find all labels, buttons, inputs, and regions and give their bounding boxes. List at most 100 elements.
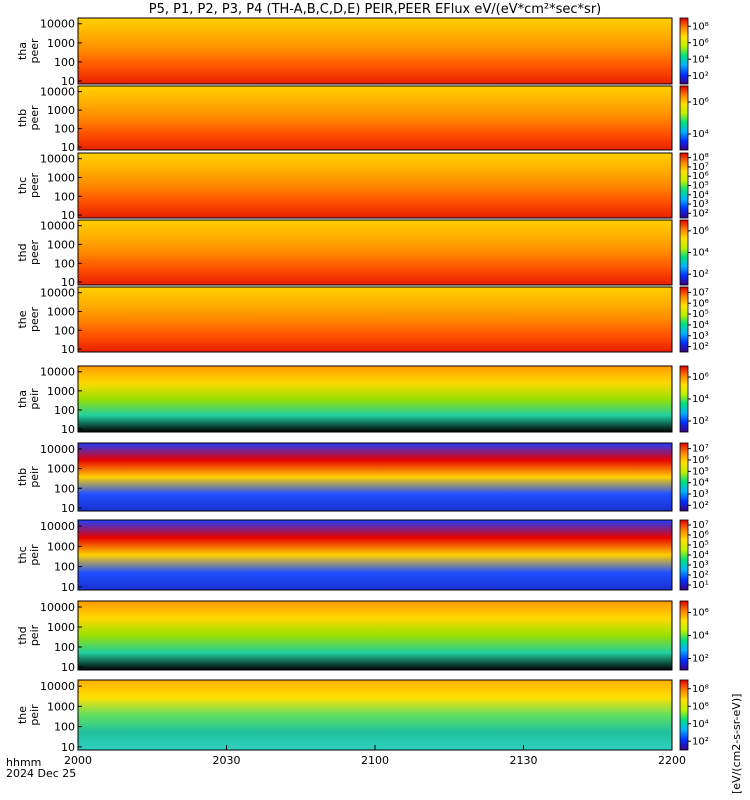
panel-species-label: peir <box>28 704 41 726</box>
panel-thc-peir: 10 100 1000 10000 thc peir 10¹10²10³10⁴10⁵10⁶1… <box>16 519 709 594</box>
y-tick-label: 10 <box>61 423 75 436</box>
colorbar-tick-label: 10⁸ <box>692 684 709 695</box>
colorbar <box>679 600 689 671</box>
panel-species-label: peir <box>28 388 41 410</box>
y-tick-label: 100 <box>54 482 75 495</box>
x-tick-label: 2200 <box>658 754 686 767</box>
colorbar-tick-label: 10⁷ <box>692 520 709 531</box>
colorbar-tick-label: 10² <box>692 71 709 82</box>
panel-frame <box>77 519 673 591</box>
colorbar-tick-label: 10⁴ <box>692 190 709 201</box>
panel-species-label: peir <box>28 624 41 646</box>
y-tick-label: 1000 <box>47 540 75 553</box>
colorbar-tick-label: 10² <box>692 736 709 747</box>
colorbar-tick-label: 10³ <box>692 331 709 342</box>
y-tick-label: 10 <box>61 741 75 754</box>
panel-the-peir: 10 100 1000 10000 the peir 10² 10⁴ 10⁶ 10⁸ <box>16 679 709 754</box>
panel-frame <box>77 365 673 433</box>
colorbar-tick-label: 10⁸ <box>692 21 709 32</box>
panel-frame <box>77 286 673 353</box>
panel-thc-peer: 10 100 1000 10000 thc peer 10²10³10⁴10⁵10⁶10⁷1… <box>16 152 709 222</box>
x-tick-label: 2100 <box>361 754 389 767</box>
y-tick-label: 1000 <box>47 305 75 318</box>
panel-probe-label: thb <box>16 109 29 127</box>
colorbar-tick-label: 10⁶ <box>692 372 709 383</box>
spectrogram-image <box>78 153 672 218</box>
panel-probe-label: tha <box>16 42 29 60</box>
y-tick-label: 100 <box>54 721 75 734</box>
y-tick-label: 1000 <box>47 385 75 398</box>
colorbar-tick-label: 10⁵ <box>692 540 709 551</box>
y-tick-label: 1000 <box>47 621 75 634</box>
colorbar-tick-label: 10³ <box>692 489 709 500</box>
spectrogram-image <box>78 366 672 432</box>
panel-species-label: peer <box>28 240 41 266</box>
y-tick-label: 10 <box>61 75 75 88</box>
colorbar-tick-label: 10² <box>692 654 709 665</box>
y-tick-label: 10 <box>61 343 75 356</box>
panel-probe-label: thd <box>16 243 29 261</box>
x-tick-label: 2130 <box>510 754 538 767</box>
y-tick-label: 1000 <box>47 104 75 117</box>
spectrogram-image <box>78 86 672 150</box>
colorbar-tick-label: 10⁶ <box>692 455 709 466</box>
y-tick-label: 10000 <box>40 443 75 456</box>
y-tick-label: 100 <box>54 257 75 270</box>
panel-probe-label: thd <box>16 626 29 644</box>
panel-frame <box>77 85 673 151</box>
colorbar-tick-label: 10³ <box>692 199 709 210</box>
panel-thd-peir: 10 100 1000 10000 thd peir 10² 10⁴ 10⁶ <box>16 600 709 674</box>
colorbar-tick-label: 10³ <box>692 560 709 571</box>
spectrogram-image <box>78 443 672 511</box>
panel-species-label: peir <box>28 466 41 488</box>
y-tick-label: 100 <box>54 404 75 417</box>
spectrogram-image <box>78 18 672 84</box>
spectrogram-image <box>78 520 672 590</box>
panel-thb-peer: 10 100 1000 10000 thb peer 10⁴ 10⁶ <box>16 85 709 154</box>
y-tick-label: 10000 <box>40 153 75 166</box>
colorbar-tick-label: 10² <box>692 342 709 353</box>
colorbar-tick-label: 10⁴ <box>692 320 709 331</box>
y-tick-label: 10 <box>61 502 75 515</box>
colorbar-tick-label: 10² <box>692 500 709 511</box>
colorbar <box>679 679 689 751</box>
colorbar-tick-label: 10² <box>692 208 709 219</box>
y-tick-label: 10 <box>61 581 75 594</box>
panel-probe-label: thc <box>16 546 29 563</box>
colorbar-tick-label: 10⁷ <box>692 287 709 298</box>
x-axis-unit-label: hhmm <box>6 756 42 769</box>
y-tick-label: 100 <box>54 56 75 69</box>
colorbar-tick-label: 10⁴ <box>692 394 709 405</box>
panel-species-label: peer <box>28 105 41 131</box>
y-tick-label: 10000 <box>40 18 75 31</box>
spectrogram-image <box>78 680 672 750</box>
colorbar-tick-label: 10⁶ <box>692 530 709 541</box>
y-tick-label: 10 <box>61 141 75 154</box>
colorbar <box>679 442 689 512</box>
panel-species-label: peer <box>28 38 41 64</box>
y-tick-label: 10000 <box>40 366 75 379</box>
spectrogram-image <box>78 220 672 285</box>
colorbar-tick-label: 10⁵ <box>692 466 709 477</box>
spectrogram-image <box>78 287 672 352</box>
colorbar-tick-label: 10⁵ <box>692 309 709 320</box>
y-tick-label: 10 <box>61 209 75 222</box>
colorbar-tick-label: 10⁸ <box>692 153 709 164</box>
colorbar-tick-label: 10⁶ <box>692 298 709 309</box>
colorbar-tick-label: 10⁷ <box>692 162 709 173</box>
colorbar-tick-label: 10² <box>692 416 709 427</box>
colorbar-tick-label: 10⁷ <box>692 444 709 455</box>
colorbar-tick-label: 10⁶ <box>692 171 709 182</box>
colorbar-tick-label: 10² <box>692 570 709 581</box>
x-tick-label: 2030 <box>213 754 241 767</box>
colorbar-tick-label: 10⁵ <box>692 181 709 192</box>
colorbar-tick-label: 10⁴ <box>692 550 709 561</box>
colorbar <box>679 85 689 151</box>
panel-probe-label: the <box>16 310 29 328</box>
colorbar-tick-label: 10⁴ <box>692 719 709 730</box>
y-tick-label: 1000 <box>47 171 75 184</box>
y-tick-label: 1000 <box>47 238 75 251</box>
colorbar-tick-label: 10⁴ <box>692 54 709 65</box>
panel-frame <box>77 442 673 512</box>
